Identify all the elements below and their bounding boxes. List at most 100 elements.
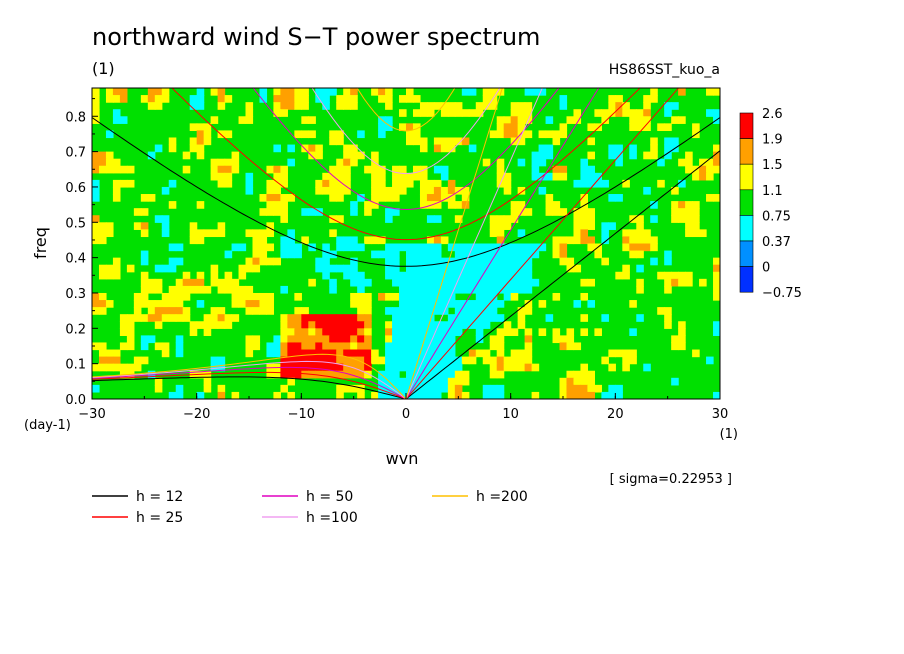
heatmap-cell: [350, 328, 358, 336]
heatmap-cell: [496, 349, 505, 358]
heatmap-cell: [119, 321, 128, 329]
heatmap-cell: [426, 300, 435, 308]
heatmap-cell: [175, 257, 184, 266]
heatmap-cell: [475, 307, 484, 315]
heatmap-cell: [685, 158, 693, 167]
heatmap-cell: [378, 356, 386, 365]
heatmap-cell: [587, 165, 595, 174]
heatmap-cell: [308, 130, 316, 139]
heatmap-cell: [350, 335, 358, 344]
heatmap-cell: [587, 278, 595, 287]
heatmap-cell: [650, 151, 658, 160]
heatmap-cell: [419, 328, 428, 336]
colorbar-label: −0.75: [762, 286, 802, 301]
heatmap-cell: [433, 236, 442, 245]
heatmap-cell: [692, 172, 700, 181]
heatmap-cell: [224, 285, 233, 294]
heatmap-cell: [168, 137, 177, 146]
heatmap-cell: [468, 109, 477, 117]
heatmap-cell: [482, 250, 491, 259]
heatmap-cell: [357, 356, 365, 365]
heatmap-cell: [552, 165, 561, 174]
heatmap-cell: [301, 130, 309, 139]
y-unit-label: (day-1): [24, 418, 71, 433]
heatmap-cell: [364, 349, 372, 358]
heatmap-cell: [371, 201, 379, 209]
heatmap-cell: [399, 278, 407, 287]
heatmap-cell: [636, 215, 644, 223]
heatmap-cell: [175, 307, 184, 315]
heatmap-cell: [371, 165, 379, 174]
heatmap-cell: [357, 335, 365, 344]
heatmap-cell: [308, 321, 316, 329]
heatmap-cell: [224, 250, 233, 259]
heatmap-cell: [496, 165, 505, 174]
heatmap-cell: [315, 356, 323, 365]
heatmap-cell: [678, 271, 686, 280]
heatmap-cell: [559, 257, 568, 266]
heatmap-cell: [440, 236, 449, 245]
heatmap-cell: [671, 137, 679, 146]
heatmap-cell: [629, 116, 637, 124]
heatmap-cell: [433, 250, 442, 259]
heatmap-cell: [433, 278, 442, 287]
heatmap-cell: [364, 328, 372, 336]
heatmap-cell: [161, 95, 170, 103]
heatmap-cell: [643, 243, 651, 252]
heatmap-cell: [189, 222, 198, 230]
heatmap-cell: [350, 158, 358, 167]
heatmap-cell: [196, 321, 205, 329]
heatmap-cell: [426, 243, 435, 252]
colorbar-label: 1.1: [762, 184, 783, 199]
heatmap-cell: [678, 342, 686, 351]
heatmap-cell: [433, 384, 442, 393]
heatmap-cell: [510, 215, 519, 223]
heatmap-cell: [615, 95, 623, 103]
heatmap-cell: [406, 88, 414, 96]
heatmap-cell: [399, 328, 407, 336]
heatmap-cell: [399, 307, 407, 315]
heatmap-cell: [406, 363, 414, 372]
heatmap-cell: [454, 391, 463, 399]
heatmap-cell: [154, 384, 163, 393]
heatmap-cell: [517, 243, 526, 252]
heatmap-cell: [378, 236, 386, 245]
heatmap-cell: [210, 229, 219, 238]
heatmap-cell: [161, 314, 170, 322]
heatmap-cell: [489, 229, 498, 238]
colorbar-label: 0.75: [762, 209, 791, 224]
heatmap-cell: [461, 201, 470, 209]
heatmap-cell: [294, 335, 302, 344]
heatmap-cell: [245, 116, 254, 124]
heatmap-cell: [119, 116, 128, 124]
heatmap-cell: [224, 172, 233, 181]
heatmap-cell: [245, 186, 254, 195]
heatmap-cell: [713, 328, 720, 336]
x-tick-label: −30: [78, 407, 105, 422]
heatmap-cell: [538, 130, 547, 139]
heatmap-cell: [329, 356, 337, 365]
heatmap-cell: [587, 172, 595, 181]
heatmap-cell: [168, 144, 177, 153]
heatmap-cell: [357, 384, 365, 393]
heatmap-cell: [98, 307, 107, 315]
heatmap-cell: [245, 307, 254, 315]
heatmap-cell: [587, 377, 595, 386]
heatmap-cell: [336, 370, 344, 379]
heatmap-cell: [601, 116, 609, 124]
heatmap-cell: [573, 109, 582, 117]
heatmap-cell: [489, 307, 498, 315]
heatmap-cell: [399, 292, 407, 301]
heatmap-cell: [133, 363, 142, 372]
heatmap-cell: [496, 384, 505, 393]
heatmap-cell: [92, 229, 100, 238]
heatmap-cell: [503, 215, 512, 223]
heatmap-cell: [280, 335, 288, 344]
heatmap-cell: [378, 250, 386, 259]
heatmap-cell: [559, 335, 568, 344]
heatmap-cell: [447, 300, 456, 308]
heatmap-cell: [273, 257, 281, 266]
heatmap-cell: [126, 264, 135, 273]
heatmap-cell: [671, 102, 679, 110]
heatmap-cell: [350, 208, 358, 216]
